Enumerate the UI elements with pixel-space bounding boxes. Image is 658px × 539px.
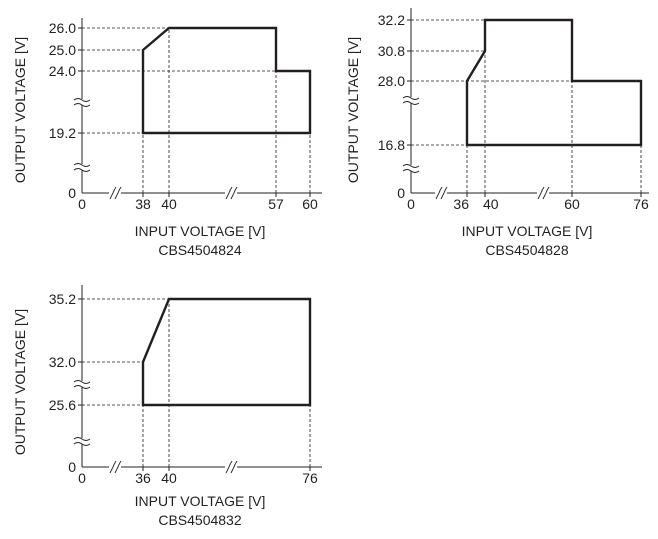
x-tick-label: 57 bbox=[268, 196, 284, 212]
y-tick-label: 30.8 bbox=[378, 43, 405, 59]
y-axis-break-gap bbox=[79, 99, 85, 105]
x-tick-label: 60 bbox=[564, 196, 580, 212]
y-axis-break-gap bbox=[408, 97, 414, 103]
x-axis-title: INPUT VOLTAGE [V] bbox=[135, 223, 266, 239]
y-axis-break-symbol bbox=[73, 98, 91, 107]
x-tick-label: 40 bbox=[161, 470, 177, 486]
x-tick-label: 40 bbox=[161, 196, 177, 212]
y-tick-label: 28.0 bbox=[378, 73, 405, 89]
x-axis-break-gap bbox=[435, 190, 447, 196]
y-tick-label: 19.2 bbox=[49, 125, 76, 141]
y-axis-break-symbol bbox=[402, 164, 420, 173]
y-axis-break-gap bbox=[79, 164, 85, 170]
x-tick-label: 60 bbox=[302, 196, 318, 212]
x-tick-label: 76 bbox=[633, 196, 649, 212]
y-tick-label: 16.8 bbox=[378, 137, 405, 153]
y-tick-label: 24.0 bbox=[49, 63, 76, 79]
operating-area-outline bbox=[141, 297, 312, 407]
x-tick-label: 36 bbox=[135, 470, 151, 486]
x-tick-label: 0 bbox=[407, 196, 415, 212]
chart-panel-cbs4504824: 0 19.2 24.0 25.0 26.0 0 38 40 57 60 INPUT VOLTAGE … bbox=[12, 18, 322, 258]
x-axis-break-gap bbox=[225, 464, 237, 470]
chart-panel-cbs4504832: 0 25.6 32.0 35.2 0 36 40 76 INPUT VOLTAGE [V] CBS… bbox=[12, 285, 322, 528]
y-tick-label: 0 bbox=[68, 459, 76, 475]
y-tick-label: 25.6 bbox=[49, 397, 76, 413]
x-axis-break-symbol bbox=[537, 186, 550, 200]
y-axis-break-gap bbox=[408, 165, 414, 171]
x-axis-title: INPUT VOLTAGE [V] bbox=[462, 223, 593, 239]
x-tick-label: 36 bbox=[453, 196, 469, 212]
y-axis-break-gap bbox=[79, 438, 85, 444]
model-label: CBS4504832 bbox=[158, 512, 242, 528]
x-tick-label: 0 bbox=[78, 470, 86, 486]
x-axis-break-symbol bbox=[225, 186, 238, 200]
y-tick-label: 35.2 bbox=[49, 291, 76, 307]
x-tick-label: 38 bbox=[135, 196, 151, 212]
x-axis-break-gap bbox=[109, 190, 121, 196]
y-axis-title: OUTPUT VOLTAGE [V] bbox=[12, 37, 28, 183]
y-axis-break-symbol bbox=[402, 96, 420, 105]
y-axis-break-symbol bbox=[73, 163, 91, 172]
x-axis-break-symbol bbox=[109, 460, 122, 474]
y-tick-label: 26.0 bbox=[49, 20, 76, 36]
y-axis-break-gap bbox=[79, 381, 85, 387]
y-tick-label: 0 bbox=[68, 185, 76, 201]
x-tick-label: 76 bbox=[302, 470, 318, 486]
chart-panel-cbs4504828: 0 16.8 28.0 30.8 32.2 0 36 40 60 76 INPUT VOLTAGE … bbox=[345, 8, 649, 258]
x-axis-break-symbol bbox=[435, 186, 448, 200]
model-label: CBS4504828 bbox=[485, 242, 569, 258]
x-axis-break-gap bbox=[537, 190, 549, 196]
x-axis-break-symbol bbox=[109, 186, 122, 200]
y-tick-label: 32.0 bbox=[49, 354, 76, 370]
x-axis-break-symbol bbox=[225, 460, 238, 474]
y-tick-label: 0 bbox=[397, 185, 405, 201]
x-axis-title: INPUT VOLTAGE [V] bbox=[135, 493, 266, 509]
operating-area-outline bbox=[141, 26, 312, 135]
x-tick-label: 40 bbox=[483, 196, 499, 212]
x-axis-break-gap bbox=[109, 464, 121, 470]
y-axis-break-symbol bbox=[73, 380, 91, 389]
y-axis-title: OUTPUT VOLTAGE [V] bbox=[345, 37, 361, 183]
y-tick-label: 25.0 bbox=[49, 42, 76, 58]
y-axis-break-symbol bbox=[73, 437, 91, 446]
y-tick-label: 32.2 bbox=[378, 12, 405, 28]
operating-area-outline bbox=[465, 18, 643, 147]
x-tick-label: 0 bbox=[78, 196, 86, 212]
x-axis-break-gap bbox=[225, 190, 237, 196]
model-label: CBS4504824 bbox=[158, 242, 242, 258]
y-axis-title: OUTPUT VOLTAGE [V] bbox=[12, 309, 28, 455]
